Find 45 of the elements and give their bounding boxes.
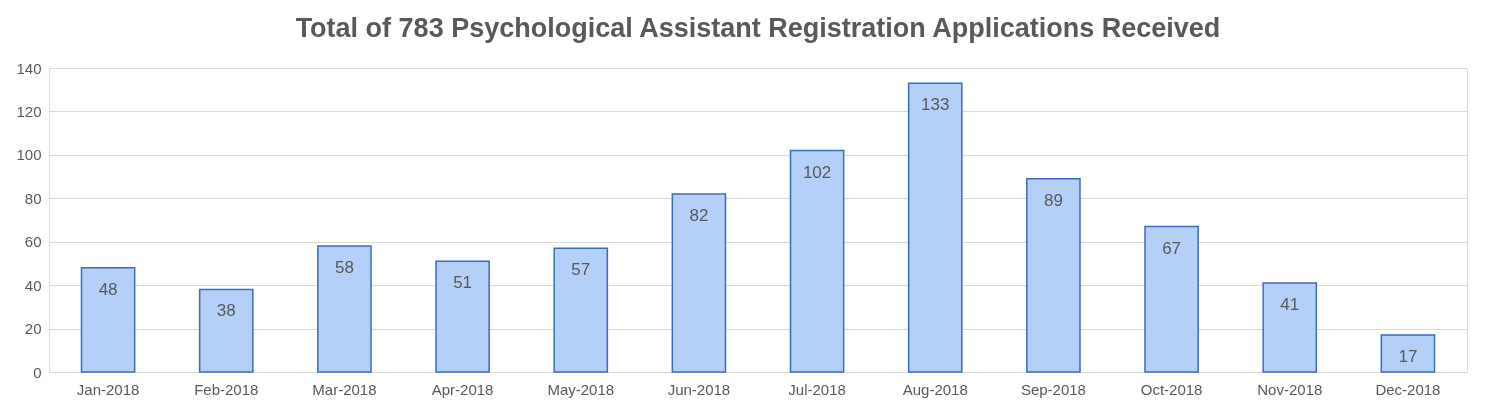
data-label: 48 bbox=[98, 279, 118, 299]
x-tick-label: Sep-2018 bbox=[1020, 380, 1086, 398]
x-tick-label: Jun-2018 bbox=[667, 380, 731, 398]
data-label: 57 bbox=[571, 260, 591, 280]
data-label: 41 bbox=[1280, 294, 1300, 314]
y-tick-label: 80 bbox=[24, 189, 42, 207]
bar bbox=[435, 260, 490, 373]
x-tick-label: May-2018 bbox=[547, 380, 615, 398]
data-label: 89 bbox=[1043, 190, 1063, 210]
bar bbox=[317, 245, 372, 373]
y-tick-label: 40 bbox=[24, 276, 42, 294]
y-tick-label: 100 bbox=[16, 146, 42, 164]
x-tick-label: Dec-2018 bbox=[1375, 380, 1441, 398]
x-tick-label: Feb-2018 bbox=[194, 380, 259, 398]
bar bbox=[198, 288, 254, 373]
bar bbox=[671, 193, 727, 373]
bar bbox=[80, 267, 136, 373]
x-tick-label: Jul-2018 bbox=[788, 380, 846, 398]
data-label: 58 bbox=[334, 258, 354, 278]
data-label: 133 bbox=[921, 95, 950, 115]
bar bbox=[907, 82, 963, 373]
y-tick-label: 140 bbox=[16, 59, 42, 77]
data-label: 67 bbox=[1162, 238, 1182, 258]
x-tick-label: Mar-2018 bbox=[312, 380, 377, 398]
bar bbox=[1026, 177, 1081, 373]
y-tick-label: 60 bbox=[24, 233, 42, 251]
x-tick-label: Jan-2018 bbox=[76, 380, 140, 398]
chart-title: Total of 783 Psychological Assistant Registration Applications Received bbox=[295, 13, 1221, 43]
data-label: 51 bbox=[453, 273, 473, 293]
data-label: 102 bbox=[802, 162, 832, 182]
y-tick-label: 0 bbox=[33, 363, 42, 381]
x-tick-label: Aug-2018 bbox=[902, 380, 968, 398]
y-tick-label: 120 bbox=[16, 102, 42, 120]
x-tick-label: Apr-2018 bbox=[431, 380, 494, 398]
x-tick-label: Oct-2018 bbox=[1140, 380, 1203, 398]
x-tick-label: Nov-2018 bbox=[1257, 380, 1323, 398]
y-tick-label: 20 bbox=[24, 320, 42, 338]
data-label: 17 bbox=[1398, 347, 1418, 367]
bar bbox=[789, 149, 845, 373]
bar bbox=[553, 247, 609, 373]
data-label: 82 bbox=[689, 205, 709, 225]
data-label: 38 bbox=[216, 301, 236, 321]
bar bbox=[1262, 282, 1318, 373]
bar bbox=[1144, 225, 1199, 373]
bar bbox=[1380, 334, 1436, 373]
